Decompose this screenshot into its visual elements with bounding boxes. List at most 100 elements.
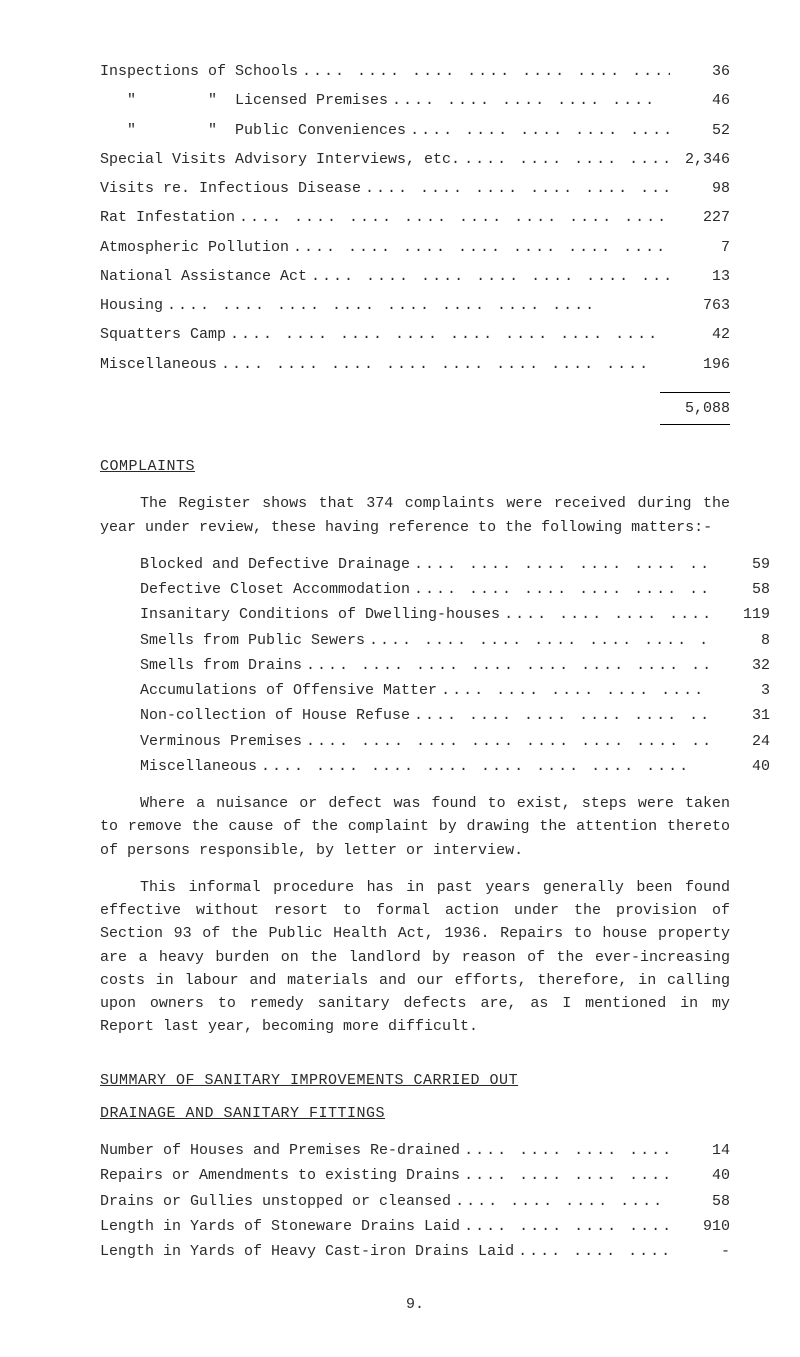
- row-label: Drains or Gullies unstopped or cleansed: [100, 1190, 451, 1213]
- summary-heading: SUMMARY OF SANITARY IMPROVEMENTS CARRIED…: [100, 1069, 730, 1092]
- table-row: Length in Yards of Stoneware Drains Laid…: [100, 1215, 730, 1238]
- row-label: Verminous Premises: [140, 730, 302, 753]
- row-dots: .... .... .... .... .... .... .... ....: [302, 730, 710, 753]
- table-row: Smells from Public Sewers.... .... .... …: [140, 629, 770, 652]
- row-label: Blocked and Defective Drainage: [140, 553, 410, 576]
- row-dots: .... .... .... .... .... .... .... ....: [406, 119, 670, 142]
- table-row: Insanitary Conditions of Dwelling-houses…: [140, 603, 770, 626]
- row-value: 59: [710, 553, 770, 576]
- row-label: Squatters Camp: [100, 323, 226, 346]
- inspections-total: 5,088: [660, 392, 730, 425]
- row-dots: .... .... .... .... .... .... .... ....: [307, 265, 670, 288]
- row-value: 3: [710, 679, 770, 702]
- row-label: Length in Yards of Heavy Cast-iron Drain…: [100, 1240, 514, 1263]
- row-label: " " Licensed Premises: [100, 89, 388, 112]
- row-label: Length in Yards of Stoneware Drains Laid: [100, 1215, 460, 1238]
- table-row: Special Visits Advisory Interviews, etc.…: [100, 148, 730, 171]
- complaints-para1: Where a nuisance or defect was found to …: [100, 792, 730, 862]
- row-dots: .... .... .... .... .... .... .... ....: [226, 323, 670, 346]
- table-row: Verminous Premises.... .... .... .... ..…: [140, 730, 770, 753]
- row-dots: .... .... .... .... .... .... .... ....: [410, 704, 710, 727]
- row-value: 40: [710, 755, 770, 778]
- row-dots: .... .... .... .... .... .... .... ....: [514, 1240, 670, 1263]
- table-row: Length in Yards of Heavy Cast-iron Drain…: [100, 1240, 730, 1263]
- row-label: Visits re. Infectious Disease: [100, 177, 361, 200]
- row-dots: .... .... .... .... .... .... .... ....: [361, 177, 670, 200]
- table-row: Smells from Drains.... .... .... .... ..…: [140, 654, 770, 677]
- row-dots: .... .... .... .... .... .... .... ....: [437, 679, 710, 702]
- row-label: Non-collection of House Refuse: [140, 704, 410, 727]
- table-row: " " Licensed Premises.... .... .... ....…: [100, 89, 730, 112]
- row-value: 32: [710, 654, 770, 677]
- row-value: 8: [710, 629, 770, 652]
- row-dots: .... .... .... .... .... .... .... ....: [257, 755, 710, 778]
- complaints-para2: This informal procedure has in past year…: [100, 876, 730, 1039]
- table-row: Non-collection of House Refuse.... .... …: [140, 704, 770, 727]
- table-row: Drains or Gullies unstopped or cleansed.…: [100, 1190, 730, 1213]
- row-value: -: [670, 1240, 730, 1263]
- row-label: Atmospheric Pollution: [100, 236, 289, 259]
- row-dots: .... .... .... .... .... .... .... ....: [451, 1190, 670, 1213]
- complaints-intro: The Register shows that 374 complaints w…: [100, 492, 730, 539]
- row-dots: .... .... .... .... .... .... .... ....: [460, 1139, 670, 1162]
- inspections-table: Inspections of Schools.... .... .... ...…: [100, 60, 730, 376]
- row-value: 119: [710, 603, 770, 626]
- table-row: Accumulations of Offensive Matter.... ..…: [140, 679, 770, 702]
- summary-table: Number of Houses and Premises Re-drained…: [100, 1139, 730, 1263]
- row-value: 2,346: [670, 148, 730, 171]
- table-row: Rat Infestation.... .... .... .... .... …: [100, 206, 730, 229]
- row-dots: .... .... .... .... .... .... .... ....: [217, 353, 670, 376]
- table-row: Inspections of Schools.... .... .... ...…: [100, 60, 730, 83]
- row-label: National Assistance Act: [100, 265, 307, 288]
- table-row: " " Public Conveniences.... .... .... ..…: [100, 119, 730, 142]
- row-label: Smells from Drains: [140, 654, 302, 677]
- row-value: 763: [670, 294, 730, 317]
- row-value: 7: [670, 236, 730, 259]
- row-label: Smells from Public Sewers: [140, 629, 365, 652]
- complaints-table: Blocked and Defective Drainage.... .... …: [140, 553, 770, 778]
- row-dots: .... .... .... .... .... .... .... ....: [302, 654, 710, 677]
- table-row: Number of Houses and Premises Re-drained…: [100, 1139, 730, 1162]
- inspections-total-wrap: 5,088: [100, 382, 730, 425]
- row-dots: .... .... .... .... .... .... .... ....: [460, 1164, 670, 1187]
- row-label: " " Public Conveniences: [100, 119, 406, 142]
- table-row: Repairs or Amendments to existing Drains…: [100, 1164, 730, 1187]
- row-value: 98: [670, 177, 730, 200]
- row-dots: .... .... .... .... .... .... .... ....: [365, 629, 710, 652]
- row-value: 227: [670, 206, 730, 229]
- row-value: 36: [670, 60, 730, 83]
- row-label: Miscellaneous: [100, 353, 217, 376]
- row-dots: .... .... .... .... .... .... .... ....: [163, 294, 670, 317]
- row-value: 52: [670, 119, 730, 142]
- row-value: 46: [670, 89, 730, 112]
- row-value: 58: [670, 1190, 730, 1213]
- row-value: 13: [670, 265, 730, 288]
- table-row: Visits re. Infectious Disease.... .... .…: [100, 177, 730, 200]
- table-row: Miscellaneous.... .... .... .... .... ..…: [100, 353, 730, 376]
- table-row: Defective Closet Accommodation.... .... …: [140, 578, 770, 601]
- row-dots: .... .... .... .... .... .... .... ....: [235, 206, 670, 229]
- row-dots: .... .... .... .... .... .... .... ....: [410, 578, 710, 601]
- row-dots: .... .... .... .... .... .... .... ....: [388, 89, 670, 112]
- page-number: 9.: [100, 1293, 730, 1316]
- row-label: Miscellaneous: [140, 755, 257, 778]
- table-row: Miscellaneous.... .... .... .... .... ..…: [140, 755, 770, 778]
- row-label: Number of Houses and Premises Re-drained: [100, 1139, 460, 1162]
- row-value: 40: [670, 1164, 730, 1187]
- table-row: National Assistance Act.... .... .... ..…: [100, 265, 730, 288]
- row-value: 58: [710, 578, 770, 601]
- row-value: 14: [670, 1139, 730, 1162]
- table-row: Squatters Camp.... .... .... .... .... .…: [100, 323, 730, 346]
- row-dots: .... .... .... .... .... .... .... ....: [410, 553, 710, 576]
- row-dots: .... .... .... .... .... .... .... ....: [460, 148, 670, 171]
- row-label: Accumulations of Offensive Matter: [140, 679, 437, 702]
- row-dots: .... .... .... .... .... .... .... ....: [460, 1215, 670, 1238]
- row-dots: .... .... .... .... .... .... .... ....: [298, 60, 670, 83]
- row-dots: .... .... .... .... .... .... .... ....: [289, 236, 670, 259]
- row-label: Special Visits Advisory Interviews, etc.: [100, 148, 460, 171]
- row-label: Housing: [100, 294, 163, 317]
- row-value: 196: [670, 353, 730, 376]
- row-label: Defective Closet Accommodation: [140, 578, 410, 601]
- table-row: Housing.... .... .... .... .... .... ...…: [100, 294, 730, 317]
- table-row: Atmospheric Pollution.... .... .... ....…: [100, 236, 730, 259]
